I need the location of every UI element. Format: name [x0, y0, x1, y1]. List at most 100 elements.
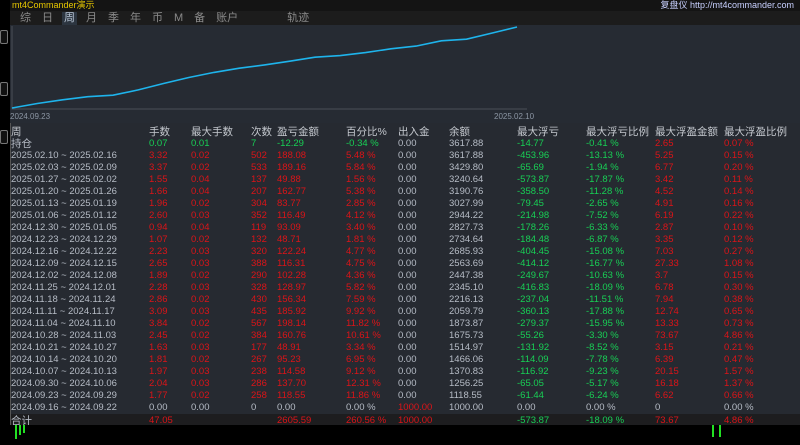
cell: -15.08 % — [586, 246, 625, 257]
tab-8[interactable]: 备 — [194, 11, 206, 24]
cell: 2024.11.11 ~ 2024.11.17 — [11, 306, 115, 317]
table-row[interactable]: 2024.10.21 ~ 2024.10.27 1.63 0.03 177 48.91 3… — [11, 342, 800, 354]
cell: -3.30 % — [586, 330, 619, 341]
cell: 7 — [251, 138, 257, 149]
table-row[interactable]: 2025.01.13 ~ 2025.01.19 1.96 0.02 304 83.77 2… — [11, 198, 800, 210]
cell: 0.21 % — [724, 342, 754, 353]
left-toolbar — [0, 0, 10, 445]
cell: 0 — [251, 402, 257, 413]
cell: 0.00 % — [346, 402, 376, 413]
table-row[interactable]: 2024.11.11 ~ 2024.11.17 3.09 0.03 435 185.92… — [11, 306, 800, 318]
cell: -114.09 — [517, 354, 549, 365]
table-row[interactable]: 2024.09.30 ~ 2024.10.06 2.04 0.03 286 137.70… — [11, 378, 800, 390]
cell: 2025.01.06 ~ 2025.01.12 — [11, 210, 117, 221]
table-row[interactable]: 2024.10.14 ~ 2024.10.20 1.81 0.02 267 95.23 6… — [11, 354, 800, 366]
cell: 0.02 — [191, 150, 210, 161]
table-row[interactable]: 2024.12.23 ~ 2024.12.29 1.07 0.02 132 48.71 1… — [11, 234, 800, 246]
toolbar-button[interactable] — [0, 130, 8, 144]
tab-10[interactable]: 轨迹 — [287, 11, 310, 24]
tab-0[interactable]: 综 — [20, 11, 31, 24]
table-row[interactable]: 2024.11.18 ~ 2024.11.24 2.86 0.02 430 156.34… — [11, 294, 800, 306]
cell: 0.16 % — [724, 198, 754, 209]
cell: 0.00 — [398, 366, 417, 377]
table-row[interactable]: 2024.10.28 ~ 2024.11.03 2.45 0.02 384 160.76… — [11, 330, 800, 342]
cell: 6.39 — [655, 354, 674, 365]
tab-2[interactable]: 周 — [62, 11, 77, 25]
cell: 0.27 % — [724, 246, 754, 257]
column-header: 最大浮盈比例 — [724, 126, 787, 138]
toolbar-button[interactable] — [0, 30, 8, 44]
tab-5[interactable]: 年 — [130, 11, 141, 24]
cell: 0.00 % — [724, 402, 754, 413]
cell: 0.00 — [398, 198, 417, 209]
toolbar-button[interactable] — [0, 82, 8, 96]
cell: 3.84 — [149, 318, 168, 329]
cell: 2025.02.03 ~ 2025.02.09 — [11, 162, 117, 173]
table-row[interactable]: 2024.12.02 ~ 2024.12.08 1.89 0.02 290 102.28… — [11, 270, 800, 282]
column-header: 周 — [11, 126, 22, 138]
holding-row[interactable]: 持仓 0.07 0.01 7 -12.29 -0.34 % 0.00 3617.88 -14.7… — [11, 138, 800, 150]
cell: -2.65 % — [586, 198, 619, 209]
cell: 6.78 — [655, 282, 674, 293]
cell: -1.94 % — [586, 162, 619, 173]
cell: 4.77 % — [346, 246, 376, 257]
cell: -10.63 % — [586, 270, 625, 281]
equity-chart: 2024.09.23 2025.02.10 — [10, 25, 800, 123]
cell: 3190.76 — [449, 186, 484, 197]
tab-1[interactable]: 日 — [42, 11, 53, 24]
cell: -18.09 % — [586, 282, 625, 293]
cell: 4.86 % — [724, 415, 754, 426]
cell: 1370.83 — [449, 366, 484, 377]
table-row[interactable]: 2025.01.06 ~ 2025.01.12 2.60 0.03 352 116.49… — [11, 210, 800, 222]
cell: -6.24 % — [586, 390, 619, 401]
tab-6[interactable]: 币 — [152, 11, 163, 24]
cell: -12.29 — [277, 138, 304, 149]
cell: 2447.38 — [449, 270, 484, 281]
cell: -6.33 % — [586, 222, 619, 233]
cell: -13.13 % — [586, 150, 625, 161]
cell: 0.15 % — [724, 150, 754, 161]
cell: 3.42 — [655, 174, 674, 185]
cell: 95.23 — [277, 354, 301, 365]
table-row[interactable]: 2024.11.25 ~ 2024.12.01 2.28 0.03 328 128.97… — [11, 282, 800, 294]
cell: -360.13 — [517, 306, 550, 317]
table-row[interactable]: 2024.09.16 ~ 2024.09.22 0.00 0.00 0 0.00 0.00… — [11, 402, 800, 414]
cell: -6.87 % — [586, 234, 619, 245]
cell: 0.04 — [191, 174, 210, 185]
column-header: 手数 — [149, 126, 170, 138]
tab-3[interactable]: 月 — [86, 11, 97, 24]
table-row[interactable]: 2024.09.23 ~ 2024.09.29 1.77 0.02 258 118.55… — [11, 390, 800, 402]
table-row[interactable]: 2025.01.27 ~ 2025.02.02 1.55 0.04 137 49.88 1… — [11, 174, 800, 186]
tab-7[interactable]: M — [174, 11, 184, 24]
total-row[interactable]: 合计 47.05 2605.59 260.56 % 1000.00 -573.87 -18.… — [11, 414, 800, 428]
table-row[interactable]: 2024.10.07 ~ 2024.10.13 1.97 0.03 238 114.58… — [11, 366, 800, 378]
cell: 162.77 — [277, 186, 307, 197]
cell: 0.00 — [398, 342, 417, 353]
tab-4[interactable]: 季 — [108, 11, 119, 24]
cell: 2.23 — [149, 246, 168, 257]
cell: 2024.10.21 ~ 2024.10.27 — [11, 342, 117, 353]
table-row[interactable]: 2024.12.09 ~ 2024.12.15 2.65 0.03 388 116.31… — [11, 258, 800, 270]
cell: 6.19 — [655, 210, 674, 221]
cell: 73.67 — [655, 415, 679, 426]
table-row[interactable]: 2024.12.30 ~ 2025.01.05 0.94 0.04 119 93.09 3… — [11, 222, 800, 234]
table-row[interactable]: 2025.02.03 ~ 2025.02.09 3.37 0.02 533 189.16… — [11, 162, 800, 174]
cell: 0.03 — [191, 366, 210, 377]
cell: -404.45 — [517, 246, 550, 257]
table-row[interactable]: 2024.11.04 ~ 2024.11.10 3.84 0.02 567 198.14… — [11, 318, 800, 330]
cell: 5.25 — [655, 150, 674, 161]
table-row[interactable]: 2025.01.20 ~ 2025.01.26 1.66 0.04 207 162.77… — [11, 186, 800, 198]
cell: 48.91 — [277, 342, 301, 353]
tab-9[interactable]: 账户 — [216, 11, 239, 24]
cell: 430 — [251, 294, 267, 305]
cell: -131.92 — [517, 342, 550, 353]
table-row[interactable]: 2024.12.16 ~ 2024.12.22 2.23 0.03 320 122.24… — [11, 246, 800, 258]
cell: 0.07 % — [724, 138, 754, 149]
table-row[interactable]: 2025.02.10 ~ 2025.02.16 3.32 0.02 502 188.08… — [11, 150, 800, 162]
cell: 160.76 — [277, 330, 307, 341]
cell: 27.33 — [655, 258, 679, 269]
cell: 0.12 % — [724, 234, 754, 245]
cell: 1.55 — [149, 174, 168, 185]
cell: 0.03 — [191, 378, 210, 389]
cell: 2345.10 — [449, 282, 484, 293]
